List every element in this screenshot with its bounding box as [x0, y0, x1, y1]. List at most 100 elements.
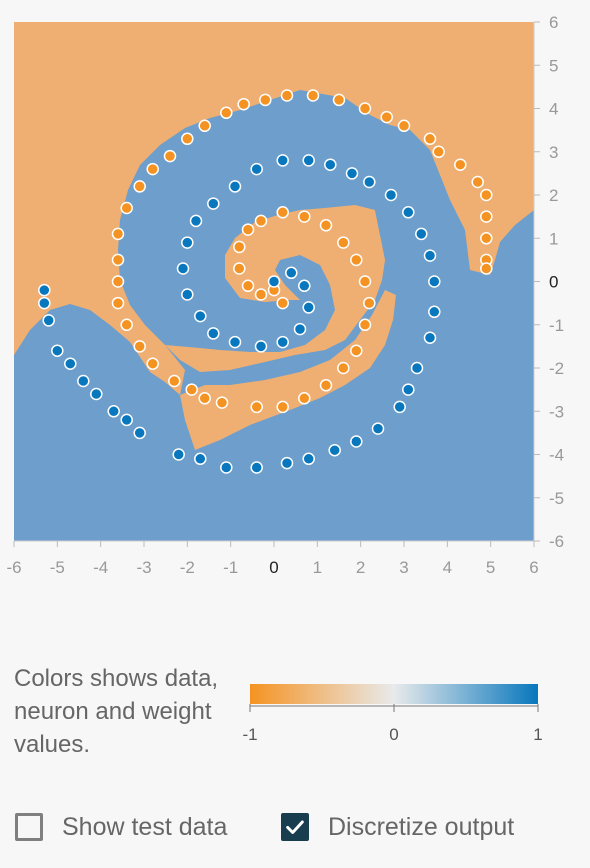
- positive-data-point: [350, 435, 363, 448]
- positive-data-point: [90, 387, 103, 401]
- positive-data-point: [172, 448, 185, 461]
- positive-data-point: [423, 249, 437, 262]
- negative-data-point: [337, 361, 350, 375]
- positive-data-point: [276, 335, 289, 349]
- positive-data-point: [64, 357, 77, 370]
- positive-data-point: [293, 322, 307, 336]
- show-test-data-checkbox-box[interactable]: [15, 813, 43, 841]
- positive-data-point: [38, 283, 51, 297]
- negative-data-point: [350, 253, 363, 267]
- negative-data-point: [280, 89, 294, 102]
- positive-data-point: [285, 266, 298, 280]
- y-tick-label: 5: [549, 56, 558, 75]
- positive-data-point: [228, 180, 242, 193]
- positive-data-point: [393, 400, 406, 414]
- negative-data-point: [319, 219, 333, 232]
- negative-data-point: [471, 175, 484, 189]
- negative-data-point: [198, 119, 211, 133]
- y-tick-label: -1: [549, 316, 564, 335]
- x-tick-label: 3: [399, 558, 408, 577]
- positive-data-point: [194, 452, 207, 466]
- positive-data-point: [302, 154, 315, 167]
- positive-data-point: [189, 214, 203, 228]
- y-tick-label: 1: [549, 229, 558, 248]
- y-tick-label: -5: [549, 489, 564, 508]
- positive-data-point: [181, 236, 194, 249]
- x-tick-label: -3: [136, 558, 151, 577]
- positive-data-point: [410, 361, 424, 375]
- color-scale: -1 0 1: [242, 684, 543, 744]
- positive-data-point: [181, 288, 194, 301]
- positive-data-point: [38, 296, 51, 310]
- positive-data-point: [133, 426, 146, 440]
- x-tick-label: -2: [180, 558, 195, 577]
- show-test-data-label: Show test data: [62, 812, 228, 841]
- negative-data-point: [319, 379, 333, 392]
- y-tick-label: -6: [549, 532, 564, 551]
- negative-data-point: [120, 201, 133, 215]
- negative-data-point: [120, 318, 133, 332]
- negative-data-point: [181, 132, 194, 146]
- positive-data-point: [363, 175, 376, 189]
- discretize-output-checkbox-box[interactable]: [281, 813, 309, 841]
- negative-data-point: [380, 110, 393, 124]
- positive-data-point: [176, 262, 190, 275]
- negative-data-point: [298, 210, 311, 223]
- show-test-data-checkbox[interactable]: Show test data: [15, 810, 227, 844]
- negative-data-point: [163, 149, 177, 163]
- negative-data-point: [198, 392, 211, 405]
- x-tick-label: 6: [529, 558, 538, 577]
- color-scale-max-label: 1: [533, 725, 542, 744]
- negative-data-point: [241, 223, 255, 236]
- positive-data-point: [345, 167, 359, 180]
- negative-data-point: [237, 97, 250, 111]
- positive-data-point: [328, 443, 341, 457]
- positive-data-point: [302, 452, 315, 466]
- negative-region-bottom: [180, 290, 396, 450]
- discretize-output-checkbox[interactable]: Discretize output: [281, 810, 514, 844]
- negative-data-point: [358, 102, 372, 115]
- positive-data-point: [402, 383, 415, 396]
- negative-data-point: [480, 262, 493, 275]
- x-tick-label: -4: [93, 558, 108, 577]
- x-tick-label: -6: [6, 558, 21, 577]
- negative-data-point: [276, 296, 289, 310]
- negative-data-point: [363, 296, 376, 310]
- negative-data-point: [350, 344, 363, 357]
- negative-data-point: [276, 400, 289, 414]
- negative-data-point: [254, 288, 268, 301]
- x-tick-label: 0: [269, 558, 278, 577]
- color-scale-min-label: -1: [242, 725, 257, 744]
- negative-data-point: [332, 93, 346, 107]
- color-scale-mid-label: 0: [389, 725, 398, 744]
- y-tick-label: 4: [549, 100, 558, 119]
- positive-data-point: [302, 301, 315, 314]
- positive-region-arm: [150, 140, 440, 340]
- negative-data-point: [133, 340, 146, 353]
- x-tick-label: 5: [486, 558, 495, 577]
- y-tick-label: 6: [549, 13, 558, 32]
- negative-data-point: [254, 214, 268, 228]
- negative-data-point: [111, 275, 125, 288]
- negative-data-point: [306, 89, 320, 102]
- negative-data-point: [133, 180, 146, 193]
- negative-data-point: [185, 383, 198, 396]
- positive-data-point: [428, 275, 441, 288]
- negative-data-point: [480, 210, 493, 223]
- negative-data-point: [111, 253, 125, 267]
- positive-data-point: [51, 344, 64, 357]
- color-scale-bar: [250, 684, 538, 704]
- positive-data-point: [207, 197, 220, 210]
- positive-data-point: [228, 335, 242, 349]
- positive-data-point: [280, 456, 294, 470]
- negative-data-point: [111, 227, 125, 241]
- positive-data-point: [107, 405, 120, 418]
- y-tick-label: -4: [549, 446, 564, 465]
- positive-data-point: [120, 413, 133, 427]
- negative-data-point: [146, 357, 159, 370]
- negative-data-point: [423, 132, 437, 146]
- positive-data-point: [254, 340, 268, 353]
- negative-data-point: [259, 93, 272, 107]
- negative-data-point: [337, 236, 350, 249]
- negative-data-point: [480, 232, 493, 245]
